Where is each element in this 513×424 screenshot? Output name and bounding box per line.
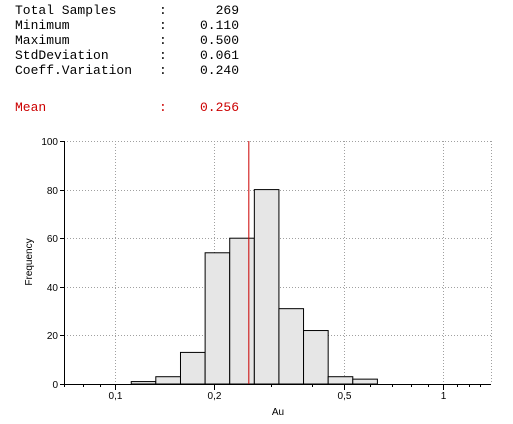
histogram-bar <box>253 189 280 385</box>
x-axis-title: Au <box>272 407 284 418</box>
mean-value: 0.256 <box>199 100 239 115</box>
stat-label: Coeff.Variation <box>15 63 133 78</box>
axes: 0 20 40 60 80 100 0,1 0,2 0,5 1 <box>41 137 491 402</box>
x-tick-label: 0,5 <box>338 391 352 402</box>
stat-separator: : <box>159 18 167 33</box>
histogram-bar <box>278 308 305 385</box>
y-tick-label: 80 <box>47 186 59 197</box>
stat-row-minimum: Minimum : 0.110 <box>15 18 239 33</box>
histogram-bar <box>303 330 329 385</box>
stat-separator: : <box>159 100 167 115</box>
stat-value: 0.110 <box>199 18 239 33</box>
stat-row-maximum: Maximum : 0.500 <box>15 33 239 48</box>
histogram-bar <box>352 378 378 385</box>
stat-value: 0.240 <box>199 63 239 78</box>
y-tick-label: 20 <box>47 331 59 342</box>
statistics-panel: Total Samples : 269 Minimum : 0.110 Maxi… <box>15 3 239 115</box>
stat-value: 269 <box>215 3 239 18</box>
y-axis-title: Frequency <box>24 238 35 285</box>
histogram-bar <box>130 381 157 385</box>
histogram-bar <box>229 237 255 385</box>
histogram-bar <box>179 351 206 385</box>
histogram-bars <box>130 189 378 385</box>
x-tick-label: 0,2 <box>208 391 222 402</box>
y-tick-label: 0 <box>52 380 58 391</box>
stat-label: Total Samples <box>15 3 117 18</box>
stat-separator: : <box>159 33 167 48</box>
y-tick-label: 100 <box>41 137 58 148</box>
stat-label: Minimum <box>15 18 70 33</box>
stat-separator: : <box>159 63 167 78</box>
y-tick-label: 40 <box>47 283 59 294</box>
stat-row-coeff-variation: Coeff.Variation : 0.240 <box>15 63 239 78</box>
stat-separator: : <box>159 3 167 18</box>
x-tick-label: 1 <box>441 391 447 402</box>
stat-label: StdDeviation <box>15 48 109 63</box>
histogram-bar <box>327 376 354 385</box>
y-tick-label: 60 <box>47 234 59 245</box>
stat-value: 0.500 <box>199 33 239 48</box>
stat-row-stddeviation: StdDeviation : 0.061 <box>15 48 239 63</box>
x-tick-label: 0,1 <box>109 391 123 402</box>
stat-label: Maximum <box>15 33 70 48</box>
histogram-bar <box>155 376 181 385</box>
stat-separator: : <box>159 48 167 63</box>
histogram-bar <box>204 252 231 385</box>
stat-value: 0.061 <box>199 48 239 63</box>
mean-label: Mean <box>15 100 47 115</box>
stat-row-mean: Mean : 0.256 <box>15 100 239 115</box>
stat-row-total-samples: Total Samples : 269 <box>15 3 239 18</box>
